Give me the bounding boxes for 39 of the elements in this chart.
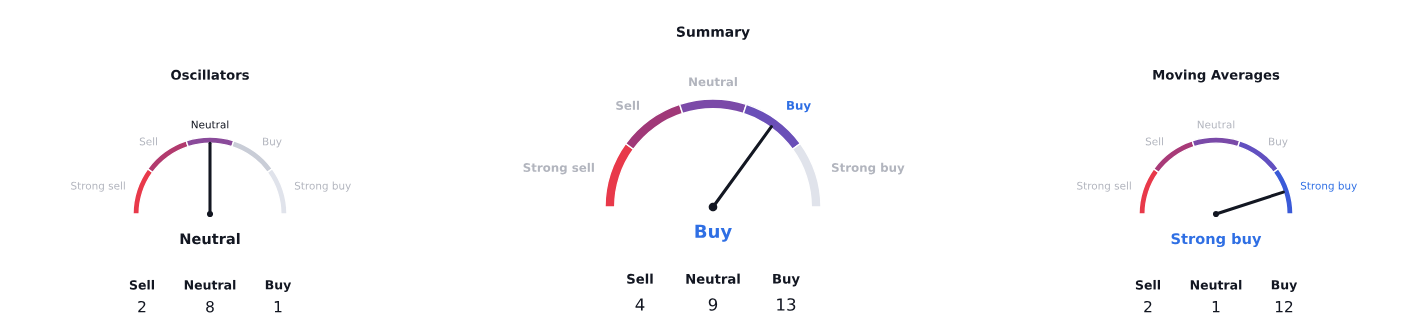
text: 8: [206, 300, 214, 313]
text: Buy: [695, 224, 732, 242]
text: 2: [1144, 300, 1152, 313]
chart-title: Oscillators: [171, 69, 249, 80]
text: Buy: [1271, 280, 1298, 293]
slice-label: Sell: [616, 100, 639, 110]
text: 2: [138, 300, 146, 313]
text: Buy: [265, 280, 292, 293]
text: 12: [1275, 300, 1293, 313]
text: 13: [777, 298, 796, 311]
slice-label: Strong buy: [831, 162, 905, 175]
slice-label: Sell: [1145, 137, 1163, 146]
text: Neutral: [686, 273, 740, 284]
text: Buy: [773, 273, 800, 287]
slice-label: Strong sell: [1077, 181, 1131, 192]
slice-label: Neutral: [191, 120, 229, 129]
slice-label: Strong sell: [523, 162, 594, 175]
text: 1: [274, 301, 282, 313]
text: 9: [708, 298, 718, 311]
slice-label: Strong buy: [1300, 181, 1357, 192]
text: 1: [1212, 301, 1220, 313]
text: Neutral: [184, 279, 236, 290]
text: Strong buy: [1171, 232, 1262, 248]
text: Neutral: [180, 232, 240, 245]
text: Sell: [627, 273, 653, 284]
chart-title: Summary: [676, 26, 750, 40]
text: Sell: [129, 279, 154, 290]
slice-label: Buy: [263, 137, 282, 148]
text: Sell: [1135, 279, 1160, 290]
slice-label: Strong buy: [294, 181, 351, 192]
slice-label: Buy: [787, 101, 811, 113]
slice-label: Neutral: [689, 77, 737, 87]
slice-label: Strong sell: [71, 181, 125, 192]
slice-label: Buy: [1269, 137, 1288, 148]
text: Neutral: [1190, 279, 1242, 290]
chart-title: Moving Averages: [1153, 69, 1280, 83]
slice-label: Neutral: [1197, 120, 1235, 129]
text: 4: [635, 298, 645, 311]
slice-label: Sell: [139, 137, 157, 146]
